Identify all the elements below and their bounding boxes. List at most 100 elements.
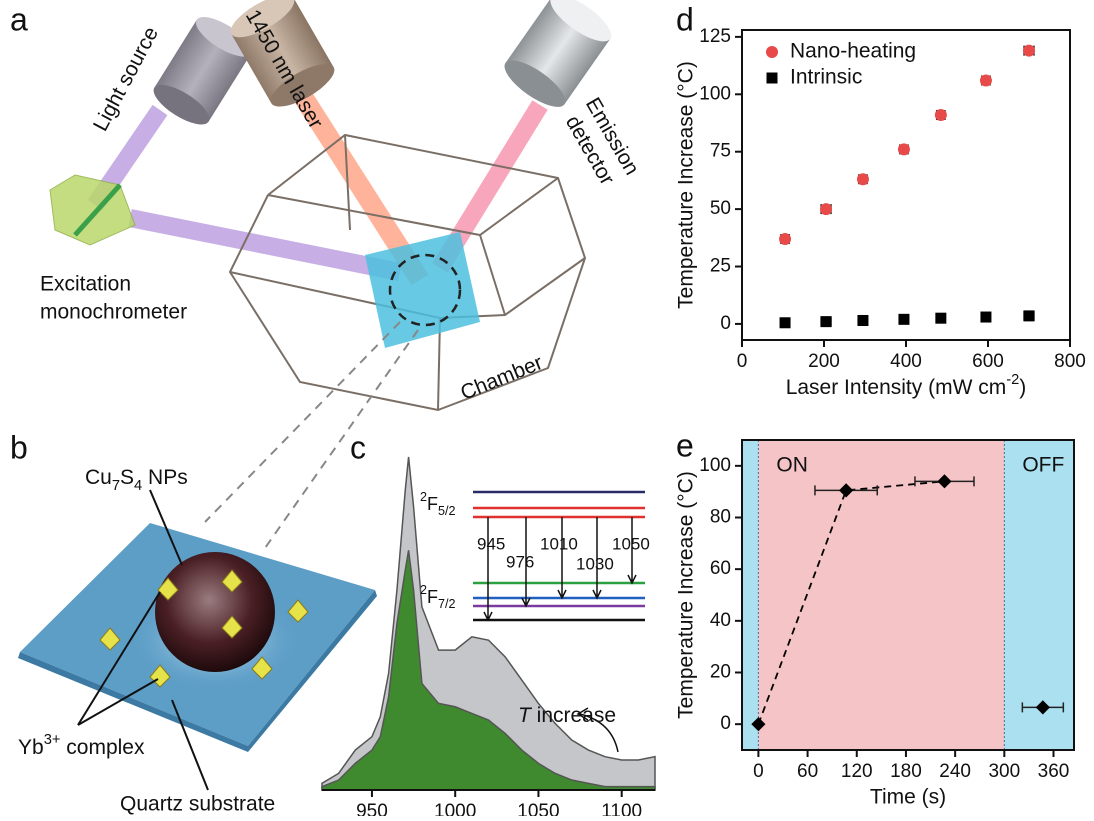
- text-part: 5/2: [438, 504, 456, 518]
- x-tick-label: 0: [753, 761, 764, 782]
- marker: [935, 312, 947, 324]
- y-tick-label: 20: [710, 662, 731, 683]
- y-tick-label: 25: [710, 256, 731, 277]
- y-axis-label: Temperature Increase (°C): [675, 61, 698, 309]
- text-part: T: [518, 704, 533, 727]
- text-part: F: [427, 494, 438, 514]
- panel-letter: b: [10, 429, 28, 465]
- line: [757, 480, 945, 725]
- region-label: ON: [776, 454, 808, 477]
- panel-letter: d: [676, 1, 694, 37]
- x-tick-label: 1000: [434, 801, 476, 816]
- marker: [934, 108, 947, 121]
- x-tick-label: 1050: [517, 801, 559, 816]
- text-part: Cu: [85, 466, 112, 489]
- transition-label: 1030: [576, 554, 614, 573]
- text-part: S: [120, 466, 134, 489]
- y-tick-label: 40: [710, 610, 731, 631]
- label-complex: Yb3+ complex: [18, 732, 145, 759]
- text-part: NPs: [142, 466, 188, 489]
- text-part: Yb: [18, 736, 44, 759]
- panel-letter: a: [10, 1, 28, 37]
- text-part: 2: [420, 583, 427, 597]
- legend-label: Nano-heating: [790, 40, 916, 63]
- marker: [820, 316, 832, 328]
- setup-drawing: [49, 0, 612, 549]
- text-part: F: [427, 587, 438, 607]
- y-tick-label: 80: [710, 507, 731, 528]
- text-part: Laser Intensity (mW cm: [786, 376, 1007, 399]
- text-part: complex: [60, 736, 145, 759]
- text-part: 7: [112, 478, 120, 494]
- x-axis-label: Time (s): [870, 786, 946, 809]
- x-tick-label: 950: [356, 801, 388, 816]
- text-part: -2: [1006, 372, 1019, 388]
- y-tick-label: 0: [720, 713, 731, 734]
- x-tick-label: 300: [988, 761, 1020, 782]
- marker: [856, 173, 869, 186]
- marker: [1023, 44, 1035, 57]
- transition-label: 976: [506, 552, 534, 571]
- marker: [839, 483, 854, 498]
- label-quartz: Quartz substrate: [120, 793, 275, 816]
- transition-label: 945: [477, 534, 505, 553]
- region-label: OFF: [1022, 454, 1064, 477]
- legend-marker: [766, 72, 778, 84]
- y-tick-label: 75: [710, 141, 731, 162]
- y-tick-label: 125: [699, 26, 731, 47]
- x-tick-label: 240: [939, 761, 971, 782]
- transition-arrow: [483, 517, 493, 622]
- text-part: increase: [531, 704, 616, 727]
- x-axis-label: Laser Intensity (mW cm-2): [786, 372, 1027, 399]
- marker: [820, 203, 833, 216]
- x-tick-label: 800: [1054, 351, 1086, 372]
- y-axis-label: Temperature Increase (°C): [675, 471, 698, 719]
- marker: [779, 317, 791, 329]
- text-part: 4: [134, 478, 142, 494]
- transition-arrow: [557, 517, 567, 600]
- marker: [1023, 310, 1035, 322]
- y-tick-label: 100: [699, 83, 731, 104]
- text-part: ): [1019, 376, 1026, 399]
- label-chamber: Chamber: [457, 351, 546, 405]
- term-label: 2F7/2: [420, 583, 456, 611]
- marker: [898, 313, 910, 325]
- marker: [980, 311, 992, 323]
- marker: [897, 143, 910, 156]
- transition-arrow: [521, 517, 531, 608]
- legend-marker: [766, 46, 778, 58]
- marker: [979, 74, 992, 87]
- transition-label: 1010: [540, 534, 578, 553]
- marker: [1035, 700, 1050, 715]
- substrate-drawing: [18, 489, 377, 791]
- region: [758, 440, 1005, 750]
- spectrum-area: [321, 550, 656, 791]
- x-tick-label: 60: [797, 761, 818, 782]
- panel-letter: c: [350, 429, 366, 465]
- annotation: T increase: [518, 704, 616, 727]
- panel-letter: e: [676, 427, 694, 463]
- plot-frame: [741, 439, 1075, 751]
- legend-label: Intrinsic: [790, 66, 862, 89]
- x-tick-label: 180: [890, 761, 922, 782]
- x-tick-label: 400: [890, 351, 922, 372]
- region: [1004, 440, 1074, 750]
- annotation-arrow: [576, 707, 619, 753]
- x-tick-label: 360: [1038, 761, 1070, 782]
- x-tick-label: 120: [841, 761, 873, 782]
- text-part: 3+: [44, 732, 61, 748]
- text-part: 2: [420, 490, 427, 504]
- y-tick-label: 100: [699, 455, 731, 476]
- transition-arrow: [627, 517, 637, 585]
- transition-arrow: [592, 517, 602, 600]
- y-tick-label: 50: [710, 198, 731, 219]
- y-tick-label: 0: [720, 313, 731, 334]
- label-monochromator: monochrometer: [40, 301, 187, 324]
- x-tick-label: 200: [808, 351, 840, 372]
- term-label: 2F5/2: [420, 490, 456, 518]
- marker: [857, 314, 869, 326]
- marker: [779, 232, 792, 245]
- x-tick-label: 1100: [601, 801, 642, 816]
- label-nps: Cu7S4 NPs: [85, 466, 188, 494]
